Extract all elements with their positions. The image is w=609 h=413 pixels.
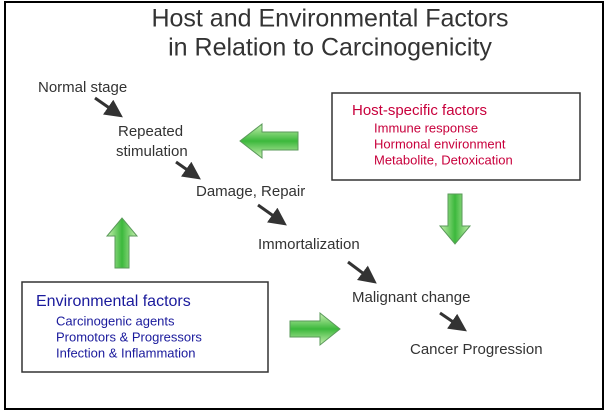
environment-item: Carcinogenic agents — [56, 313, 175, 328]
title-line: in Relation to Carcinogenicity — [168, 34, 492, 62]
stage: Cancer Progression — [410, 341, 543, 358]
host-item: Hormonal environment — [374, 136, 506, 151]
frame — [4, 1, 604, 410]
title-line: Host and Environmental Factors — [151, 5, 508, 33]
host-title: Host-specific factors — [352, 102, 487, 119]
host-item: Metabolite, Detoxication — [374, 152, 513, 167]
stage: Repeated — [118, 123, 183, 140]
stage: Normal stage — [38, 79, 127, 96]
green-arrow — [105, 217, 139, 269]
green-arrow — [239, 122, 299, 160]
stage-arrows — [94, 96, 467, 332]
stage: Immortalization — [258, 236, 360, 253]
environment-title: Environmental factors — [36, 293, 191, 310]
stage: stimulation — [116, 143, 188, 160]
host-item: Immune response — [374, 120, 478, 135]
environment-box — [21, 281, 269, 373]
stage: Malignant change — [352, 289, 470, 306]
environment-item: Infection & Inflammation — [56, 345, 195, 360]
green-arrow — [289, 311, 341, 347]
stage: Damage, Repair — [196, 183, 305, 200]
green-arrow — [438, 193, 472, 245]
environment-item: Promotors & Progressors — [56, 329, 202, 344]
host-box — [331, 92, 581, 181]
